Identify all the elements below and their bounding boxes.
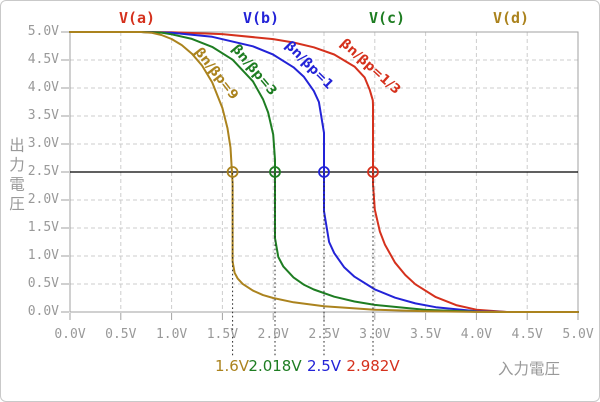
y-tick-label: 4.5V [27,52,59,67]
legend-item-vd: V(d) [492,9,530,27]
x-tick-label: 3.5V [409,327,442,342]
x-tick-label: 2.5V [308,327,340,342]
legend-item-vb: V(b) [242,9,280,27]
x-tick-label: 1.0V [155,327,188,342]
y-tick-label: 0.5V [27,276,59,291]
x-tick-label: 5.0V [562,327,594,342]
x-tick-label: 4.0V [460,327,493,342]
y-tick-label: 4.0V [27,80,59,95]
y-tick-label: 2.5V [27,164,59,179]
x-axis-title: 入力電圧 [498,360,561,378]
y-tick-label: 2.0V [27,192,59,207]
x-tick-label: 0.5V [105,327,137,342]
y-tick-label: 3.0V [27,136,59,151]
y-axis-title: 出力電圧 [7,137,25,215]
legend-item-va: V(a) [118,9,156,27]
y-tick-label: 5.0V [27,24,59,39]
threshold-label-1.6v: 1.6V [214,357,250,375]
threshold-label-2.018v: 2.018V [248,357,302,375]
y-tick-label: 1.0V [27,248,59,263]
threshold-label-2.5v: 2.5V [306,357,342,375]
x-tick-label: 0.0V [54,327,86,342]
x-tick-label: 2.0V [257,327,289,342]
x-tick-label: 3.0V [359,327,391,342]
y-tick-label: 0.0V [27,304,59,319]
legend-item-vc: V(c) [368,9,406,27]
y-tick-label: 3.5V [27,108,59,123]
y-tick-label: 1.5V [27,220,59,235]
x-tick-label: 1.5V [206,327,239,342]
x-tick-label: 4.5V [511,327,543,342]
threshold-label-2.982v: 2.982V [346,357,400,375]
